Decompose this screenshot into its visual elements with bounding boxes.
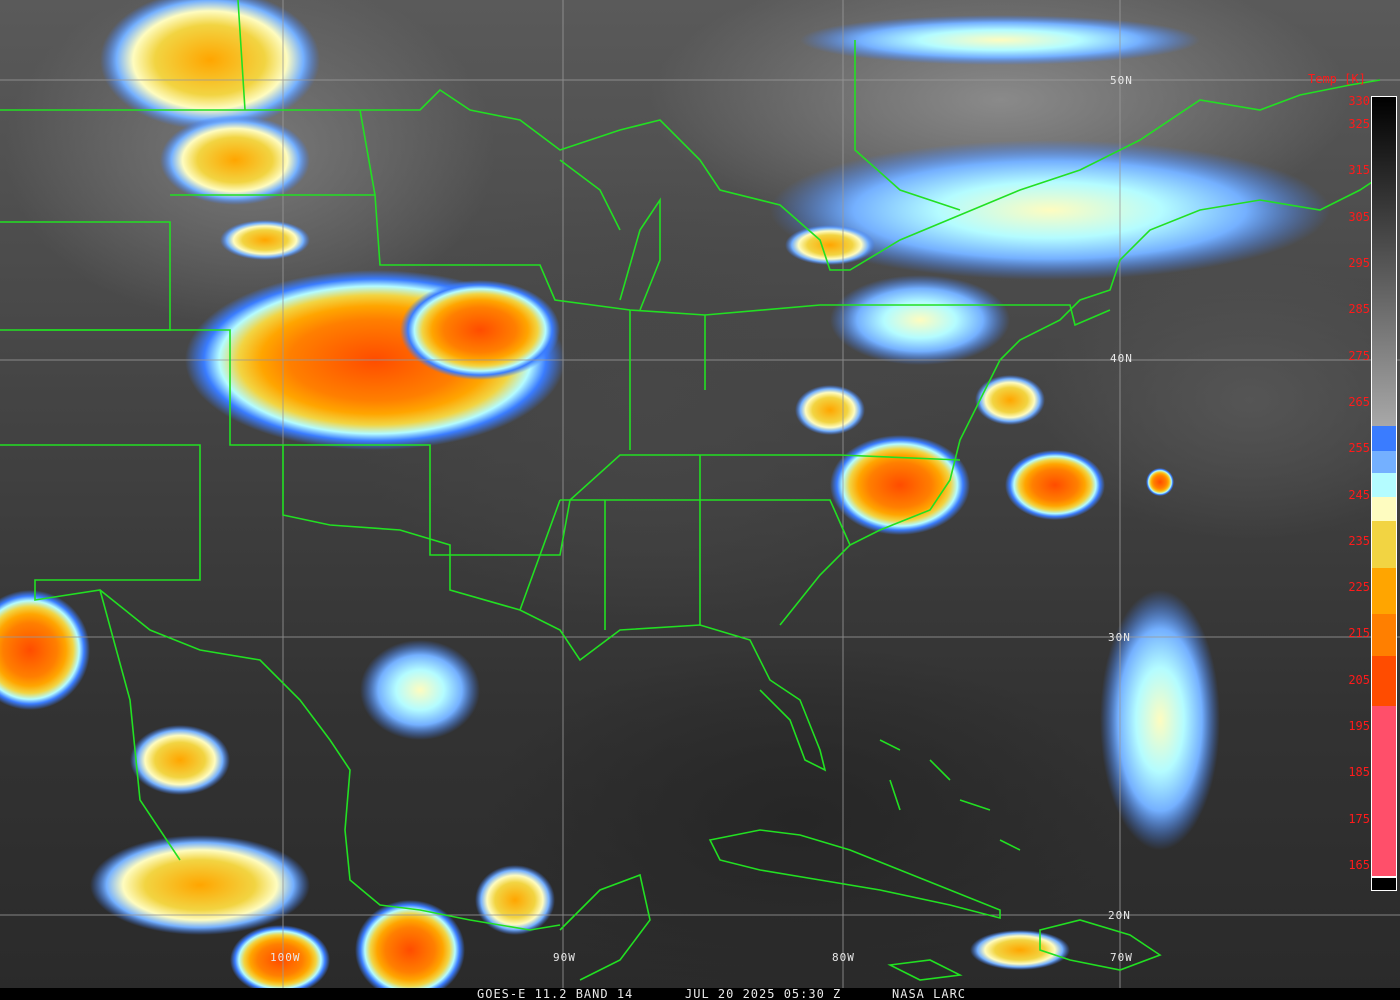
colorbar-tick-label: 175 [1348, 811, 1370, 826]
colorbar-tick-label: 205 [1348, 672, 1370, 687]
lat-label-30n: 30N [1108, 631, 1131, 644]
cloud-tops [0, 0, 1330, 1000]
lat-label-50n: 50N [1110, 74, 1133, 87]
observation-time: JUL 20 2025 05:30 Z [685, 987, 842, 1000]
lon-label-70w: 70W [1110, 951, 1133, 964]
colorbar-tick-label: 185 [1348, 765, 1370, 780]
lon-label-80w: 80W [832, 951, 855, 964]
colorbar-tick-label: 255 [1348, 441, 1370, 456]
colorbar-tick-label: 285 [1348, 302, 1370, 317]
colorbar-tick-label: 315 [1348, 163, 1370, 178]
colorbar-tick-label: 235 [1348, 533, 1370, 548]
colorbar-tick-label: 195 [1348, 719, 1370, 734]
colorbar-tick-label: 165 [1348, 857, 1370, 872]
lon-label-100w: 100W [270, 951, 301, 964]
colorbar-tick-label: 330 [1348, 94, 1370, 108]
colorbar-tick-label: 275 [1348, 348, 1370, 363]
political-borders [0, 0, 1391, 981]
lon-label-90w: 90W [553, 951, 576, 964]
colorbar-tick-label: 295 [1348, 256, 1370, 271]
data-source: NASA LARC [892, 987, 967, 1000]
lat-label-20n: 20N [1108, 909, 1131, 922]
colorbar-tick-label: 325 [1348, 117, 1370, 132]
lat-label-40n: 40N [1110, 352, 1133, 365]
colorbar-tick-label: 215 [1348, 626, 1370, 641]
satellite-band: GOES-E 11.2 BAND 14 [477, 987, 634, 1000]
colorbar-tick-label: 305 [1348, 209, 1370, 224]
colorbar-tick-label: 225 [1348, 580, 1370, 595]
colorbar-title: Temp [K] [1308, 72, 1366, 86]
colorbar-tick-label: 265 [1348, 394, 1370, 409]
colorbar-tick-label: 245 [1348, 487, 1370, 502]
colorbar [1371, 96, 1397, 891]
footer-caption: GOES-E 11.2 BAND 14 JUL 20 2025 05:30 Z … [0, 987, 1400, 1000]
